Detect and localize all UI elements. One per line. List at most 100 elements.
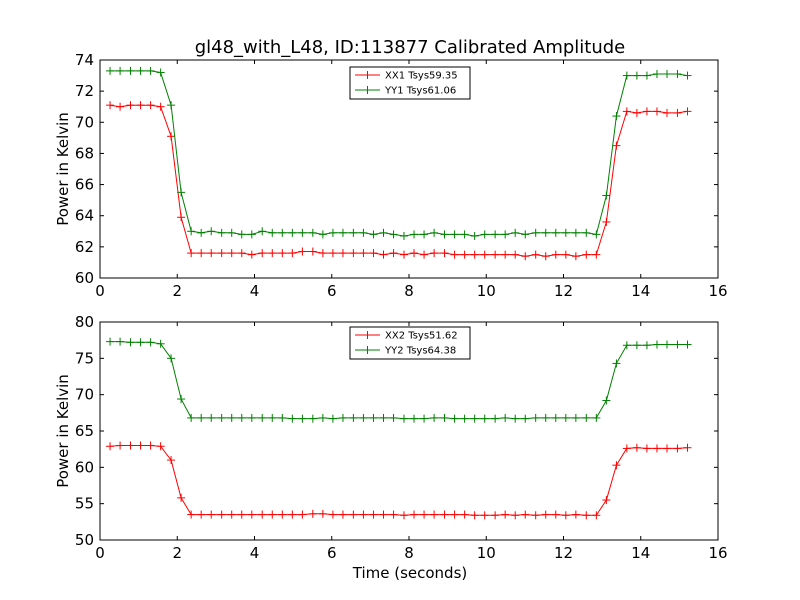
legend-label: YY1 Tsys61.06 <box>384 86 456 97</box>
y-axis-label: Power in Kelvin <box>54 374 72 488</box>
legend-label: XX1 Tsys59.35 <box>385 71 458 82</box>
data-point <box>278 413 287 422</box>
data-point <box>359 413 368 422</box>
data-point <box>673 70 682 79</box>
y-tick-label: 50 <box>75 531 94 549</box>
data-point <box>349 510 358 519</box>
data-point <box>399 231 408 240</box>
data-point <box>389 510 398 519</box>
data-point <box>460 414 469 423</box>
data-point <box>389 230 398 239</box>
data-point <box>541 228 550 237</box>
data-point <box>460 510 469 519</box>
data-point <box>470 231 479 240</box>
data-point <box>126 338 135 347</box>
data-point <box>571 252 580 261</box>
bottom-panel: 0 2 4 6 8 10 12 14 16 50 55 60 65 70 75 80 Power in Kelv… <box>54 313 728 562</box>
data-point <box>440 230 449 239</box>
x-tick-label: 14 <box>631 282 650 300</box>
data-point <box>177 493 186 502</box>
data-point <box>197 249 206 258</box>
data-point <box>268 413 277 422</box>
data-point <box>308 247 317 256</box>
data-point <box>328 249 337 258</box>
data-point <box>197 413 206 422</box>
data-point <box>136 441 145 450</box>
data-point <box>328 510 337 519</box>
data-point <box>652 70 661 79</box>
data-point <box>349 413 358 422</box>
data-point <box>663 340 672 349</box>
figure-title: gl48_with_L48, ID:113877 Calibrated Ampl… <box>195 37 626 58</box>
legend-entry: YY1 Tsys61.06 <box>355 86 456 97</box>
data-point <box>349 228 358 237</box>
y-tick-label: 72 <box>75 82 94 100</box>
data-point <box>612 112 621 121</box>
data-point <box>491 414 500 423</box>
data-point <box>369 249 378 258</box>
data-point <box>642 444 651 453</box>
data-point <box>278 510 287 519</box>
data-point <box>399 250 408 259</box>
data-point <box>430 510 439 519</box>
data-point <box>491 511 500 520</box>
data-point <box>318 509 327 518</box>
data-point <box>369 230 378 239</box>
data-point <box>561 228 570 237</box>
data-point <box>642 107 651 116</box>
data-point <box>288 510 297 519</box>
data-point <box>571 510 580 519</box>
data-point <box>308 228 317 237</box>
data-point <box>511 250 520 259</box>
data-point <box>480 511 489 520</box>
data-point <box>369 413 378 422</box>
data-point <box>288 414 297 423</box>
x-tick-label: 2 <box>172 282 182 300</box>
data-point <box>561 250 570 259</box>
legend-box <box>349 66 471 100</box>
legend: XX2 Tsys51.62 YY2 Tsys64.38 <box>349 326 471 360</box>
data-point <box>126 441 135 450</box>
data-point <box>561 413 570 422</box>
data-point <box>673 340 682 349</box>
y-tick-label: 62 <box>75 238 94 256</box>
data-point <box>460 250 469 259</box>
x-tick-label: 0 <box>95 282 105 300</box>
data-point <box>177 395 186 404</box>
data-point <box>571 413 580 422</box>
data-point <box>673 108 682 117</box>
data-point <box>612 461 621 470</box>
data-point <box>187 413 196 422</box>
data-point <box>207 510 216 519</box>
data-point <box>227 249 236 258</box>
x-tick-label: 10 <box>477 282 496 300</box>
x-tick-label: 12 <box>554 282 573 300</box>
data-point <box>278 249 287 258</box>
legend-entry: XX1 Tsys59.35 <box>355 71 458 82</box>
data-point <box>116 441 125 450</box>
y-tick-label: 80 <box>75 313 94 331</box>
data-point <box>156 68 165 77</box>
data-point <box>278 228 287 237</box>
data-point <box>561 511 570 520</box>
data-point <box>673 444 682 453</box>
data-point <box>207 413 216 422</box>
data-point <box>551 228 560 237</box>
data-point <box>622 107 631 116</box>
y-tick-label: 65 <box>75 422 94 440</box>
y-tick-label: 70 <box>75 113 94 131</box>
series-line <box>109 104 688 257</box>
data-point <box>197 228 206 237</box>
data-point <box>126 66 135 75</box>
data-point <box>338 249 347 258</box>
data-point <box>652 340 661 349</box>
data-point <box>440 413 449 422</box>
y-tick-label: 75 <box>75 349 94 367</box>
data-point <box>227 413 236 422</box>
x-tick-label: 16 <box>708 544 727 562</box>
data-point <box>541 252 550 261</box>
data-point <box>470 511 479 520</box>
data-point <box>652 444 661 453</box>
data-point <box>258 227 267 236</box>
x-tick-label: 4 <box>250 544 260 562</box>
